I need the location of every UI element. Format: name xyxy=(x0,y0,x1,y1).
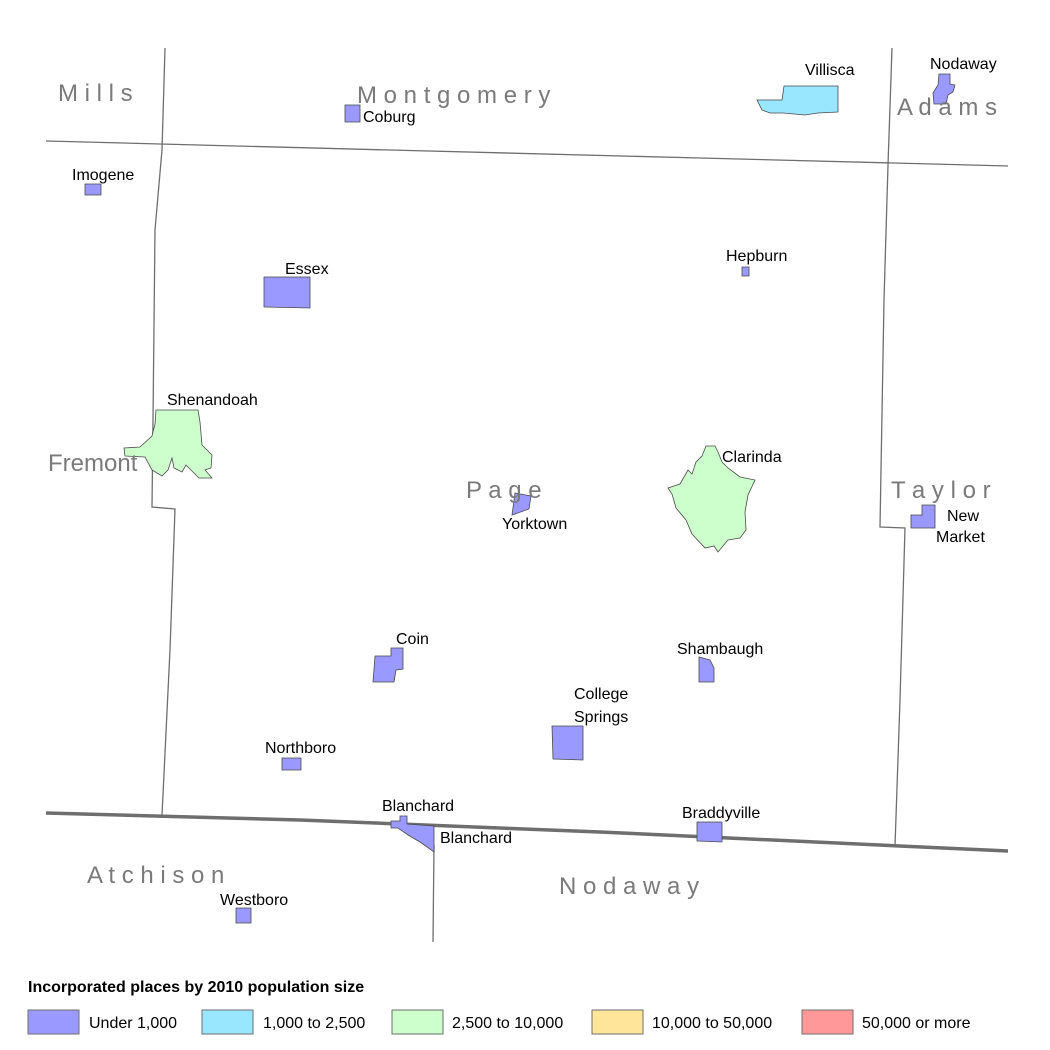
iowa-missouri-state-line xyxy=(45,811,1009,853)
legend-swatch-under-1000 xyxy=(27,1009,80,1035)
place-label-westboro: Westboro xyxy=(220,892,288,909)
place-label-college-springs-2: Springs xyxy=(574,709,628,726)
legend-title: Incorporated places by 2010 population s… xyxy=(28,979,364,996)
legend-label-10000-to-50000: 10,000 to 50,000 xyxy=(652,1015,772,1032)
legend-label-under-1000: Under 1,000 xyxy=(89,1015,177,1032)
legend: Incorporated places by 2010 population s… xyxy=(27,979,971,1035)
place-label-blanchard-ia: Blanchard xyxy=(382,798,454,815)
coburg-polygon xyxy=(344,104,361,123)
north-boundary-line xyxy=(45,140,1009,167)
atchison-nodaway-line xyxy=(432,844,435,943)
place-label-new-market-1: New xyxy=(947,508,979,525)
essex-polygon xyxy=(263,276,311,309)
place-label-college-springs-1: College xyxy=(574,686,628,703)
place-label-coburg: Coburg xyxy=(363,109,415,126)
westboro-polygon xyxy=(235,907,252,924)
place-label-new-market-2: Market xyxy=(936,529,985,546)
county-label-nodaway: N o d a w a y xyxy=(559,873,699,900)
county-label-montgomery: M o n t g o m e r y xyxy=(357,82,550,109)
legend-swatch-1000-to-2500 xyxy=(201,1009,254,1035)
place-label-shambaugh: Shambaugh xyxy=(677,641,763,658)
county-labels: M i l l s M o n t g o m e r y A d a m s … xyxy=(48,80,997,900)
braddyville-polygon xyxy=(696,821,723,843)
hepburn-polygon xyxy=(741,266,750,277)
blanchard-polygon xyxy=(390,815,435,853)
shenandoah-polygon xyxy=(123,409,213,479)
imogene-polygon xyxy=(84,183,102,196)
legend-label-50000-plus: 50,000 or more xyxy=(862,1015,971,1032)
legend-swatch-2500-to-10000 xyxy=(391,1009,444,1035)
place-label-braddyville: Braddyville xyxy=(682,805,760,822)
shambaugh-polygon xyxy=(698,656,715,683)
county-label-atchison: A t c h i s o n xyxy=(87,862,224,889)
northboro-polygon xyxy=(281,757,302,771)
place-label-essex: Essex xyxy=(285,261,329,278)
place-label-clarinda: Clarinda xyxy=(722,449,782,466)
county-label-taylor: T a y l o r xyxy=(891,477,991,504)
coin-polygon xyxy=(372,647,404,683)
place-label-villisca: Villisca xyxy=(805,62,855,79)
legend-swatch-10000-to-50000 xyxy=(591,1009,644,1035)
county-label-fremont: Fremont xyxy=(48,450,138,477)
legend-label-2500-to-10000: 2,500 to 10,000 xyxy=(452,1015,563,1032)
east-boundary-line xyxy=(879,47,906,847)
place-label-hepburn: Hepburn xyxy=(726,248,787,265)
legend-swatch-50000-plus xyxy=(801,1009,854,1035)
place-label-northboro: Northboro xyxy=(265,740,336,757)
place-label-nodaway: Nodaway xyxy=(930,56,997,73)
place-label-yorktown: Yorktown xyxy=(502,516,567,533)
place-label-imogene: Imogene xyxy=(72,167,134,184)
place-label-coin: Coin xyxy=(396,631,429,648)
villisca-polygon xyxy=(756,85,839,116)
legend-label-1000-to-2500: 1,000 to 2,500 xyxy=(263,1015,365,1032)
places xyxy=(84,73,956,924)
yorktown-polygon xyxy=(511,492,532,516)
nodaway-polygon xyxy=(932,73,956,105)
place-label-shenandoah: Shenandoah xyxy=(167,392,258,409)
county-label-adams: A d a m s xyxy=(897,94,997,121)
place-label-blanchard-mo: Blanchard xyxy=(440,830,512,847)
new-market-polygon xyxy=(910,504,936,529)
county-label-mills: M i l l s xyxy=(58,80,133,107)
place-labels: Villisca Nodaway Coburg Imogene Essex He… xyxy=(72,56,997,909)
county-label-page: P a g e xyxy=(466,477,542,504)
college-springs-polygon xyxy=(551,725,584,761)
clarinda-polygon xyxy=(667,445,756,553)
